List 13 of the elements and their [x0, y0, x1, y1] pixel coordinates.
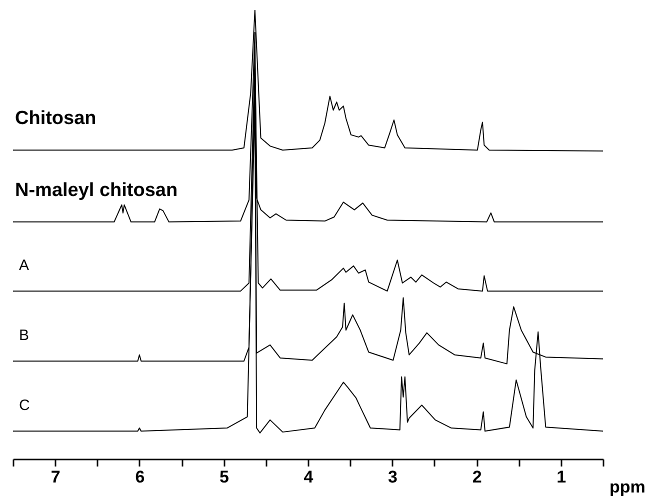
series-label: Chitosan: [15, 108, 96, 130]
x-tick-label: 6: [135, 468, 145, 486]
x-tick-label: 4: [304, 468, 314, 486]
x-tick-label: 3: [388, 468, 398, 486]
series-label: C: [19, 397, 30, 414]
series-label: N-maleyl chitosan: [15, 180, 178, 201]
series-label: B: [19, 327, 30, 344]
x-tick-label: 5: [219, 468, 229, 486]
x-tick-label: 1: [556, 468, 566, 486]
x-tick-label: 2: [472, 468, 482, 486]
series-label: A: [19, 257, 30, 274]
x-tick-label: 7: [50, 468, 60, 486]
x-axis-title: ppm: [610, 478, 646, 496]
